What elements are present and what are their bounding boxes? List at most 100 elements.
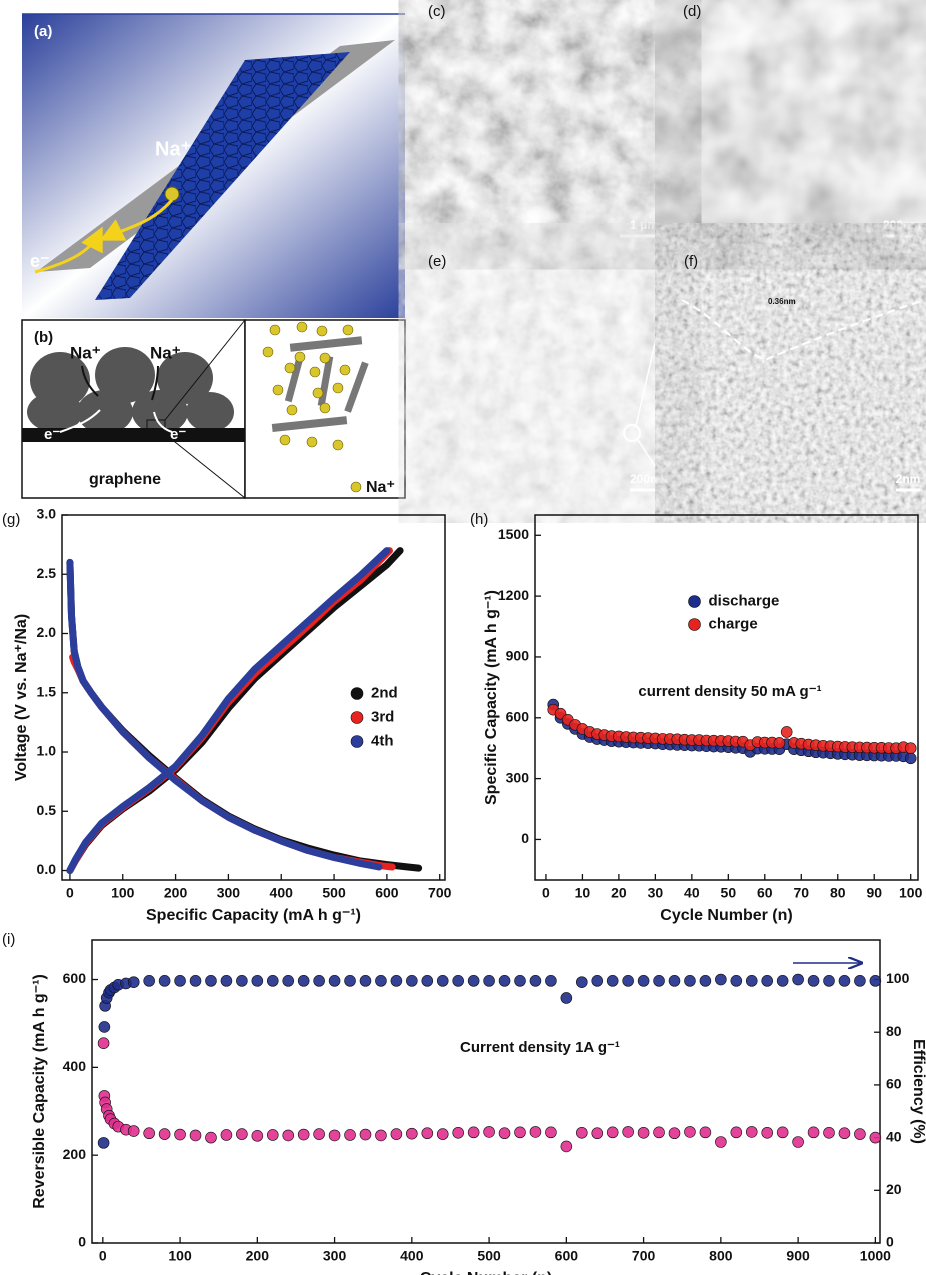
data-point xyxy=(314,975,325,986)
legend-marker xyxy=(689,619,701,631)
data-point xyxy=(793,974,804,985)
y-axis-label: Voltage (V vs. Na⁺/Na) xyxy=(13,614,30,781)
data-point xyxy=(777,975,788,986)
data-point xyxy=(252,975,263,986)
data-point xyxy=(221,1129,232,1140)
data-point xyxy=(762,1127,773,1138)
data-point xyxy=(576,1127,587,1138)
electron-label: e⁻ xyxy=(170,426,186,443)
data-point xyxy=(607,1127,618,1138)
data-point xyxy=(360,1129,371,1140)
panel-label: (g) xyxy=(2,511,20,528)
x-tick-label: 500 xyxy=(322,885,346,901)
data-point xyxy=(700,975,711,986)
y2-axis-label: Efficiency (%) xyxy=(910,1039,926,1144)
panel-a: (a) Na⁺ e⁻ xyxy=(22,14,405,318)
legend-label: 4th xyxy=(371,732,394,749)
data-point xyxy=(808,1127,819,1138)
data-point xyxy=(190,1130,201,1141)
x-tick-label: 70 xyxy=(793,885,809,901)
y2-tick-label: 60 xyxy=(886,1076,902,1092)
y-tick-label: 400 xyxy=(63,1058,87,1074)
data-point xyxy=(345,975,356,986)
data-point xyxy=(905,753,916,764)
panel-label: (d) xyxy=(683,3,701,20)
panel-e: (e) 200nm xyxy=(424,248,676,498)
scale-label: 200nm xyxy=(630,472,668,486)
legend-label: charge xyxy=(709,615,758,632)
x-tick-label: 400 xyxy=(400,1248,424,1264)
data-point xyxy=(623,1126,634,1137)
legend-label: discharge xyxy=(709,592,780,609)
x-tick-label: 300 xyxy=(217,885,241,901)
data-point xyxy=(267,1129,278,1140)
data-point xyxy=(793,1137,804,1148)
panel-label: (c) xyxy=(428,3,446,20)
data-point xyxy=(360,975,371,986)
y-tick-label: 900 xyxy=(506,648,530,664)
x-tick-label: 300 xyxy=(323,1248,347,1264)
data-point xyxy=(684,975,695,986)
data-point xyxy=(777,1127,788,1138)
y-tick-label: 300 xyxy=(506,769,530,785)
legend-marker xyxy=(351,736,363,748)
x-tick-label: 100 xyxy=(899,885,923,901)
data-point xyxy=(144,975,155,986)
legend-marker xyxy=(351,482,361,492)
x-tick-label: 200 xyxy=(246,1248,270,1264)
data-point xyxy=(236,975,247,986)
y-tick-label: 3.0 xyxy=(37,506,57,522)
data-point xyxy=(854,1129,865,1140)
x-axis-label: Cycle Number (n) xyxy=(660,907,792,924)
particles xyxy=(27,347,234,434)
x-tick-label: 80 xyxy=(830,885,846,901)
data-point xyxy=(715,1137,726,1148)
data-point xyxy=(824,975,835,986)
data-point xyxy=(854,975,865,986)
data-point xyxy=(391,1129,402,1140)
hrtem-image xyxy=(680,248,926,498)
data-point xyxy=(406,975,417,986)
y2-tick-label: 0 xyxy=(886,1234,894,1250)
data-point xyxy=(391,975,402,986)
data-point xyxy=(715,974,726,985)
tem-image xyxy=(424,248,676,498)
x-tick-label: 1000 xyxy=(860,1248,891,1264)
y-tick-label: 0 xyxy=(521,830,529,846)
x-tick-label: 0 xyxy=(66,885,74,901)
data-point xyxy=(453,975,464,986)
panel-label: (a) xyxy=(34,23,52,40)
x-tick-label: 10 xyxy=(575,885,591,901)
panel-label: (h) xyxy=(470,511,488,528)
data-point xyxy=(839,975,850,986)
data-point xyxy=(514,975,525,986)
ion-label: Na⁺ xyxy=(155,138,191,160)
data-point xyxy=(561,992,572,1003)
x-axis-label: Specific Capacity (mA h g⁻¹) xyxy=(146,907,361,924)
figure: (a) Na⁺ e⁻ (b) Na⁺ Na⁺ xyxy=(0,0,926,1275)
data-point xyxy=(638,1127,649,1138)
data-point xyxy=(159,975,170,986)
data-point xyxy=(576,977,587,988)
data-point xyxy=(530,1126,541,1137)
data-point xyxy=(175,1129,186,1140)
y-tick-label: 1500 xyxy=(498,526,529,542)
y-tick-label: 0.0 xyxy=(37,861,57,877)
data-point xyxy=(144,1128,155,1139)
data-point xyxy=(808,975,819,986)
x-tick-label: 30 xyxy=(648,885,664,901)
data-point xyxy=(468,975,479,986)
y-tick-label: 600 xyxy=(63,970,87,986)
data-point xyxy=(654,1127,665,1138)
data-point xyxy=(283,1130,294,1141)
data-point xyxy=(499,1128,510,1139)
y-tick-label: 1.5 xyxy=(37,683,57,699)
data-point xyxy=(530,975,541,986)
data-point xyxy=(781,726,792,737)
legend-label: 3rd xyxy=(371,708,394,725)
x-tick-label: 20 xyxy=(611,885,627,901)
data-point xyxy=(484,975,495,986)
spacing-label: 0.36nm xyxy=(768,297,796,306)
panel-label: (i) xyxy=(2,931,15,948)
